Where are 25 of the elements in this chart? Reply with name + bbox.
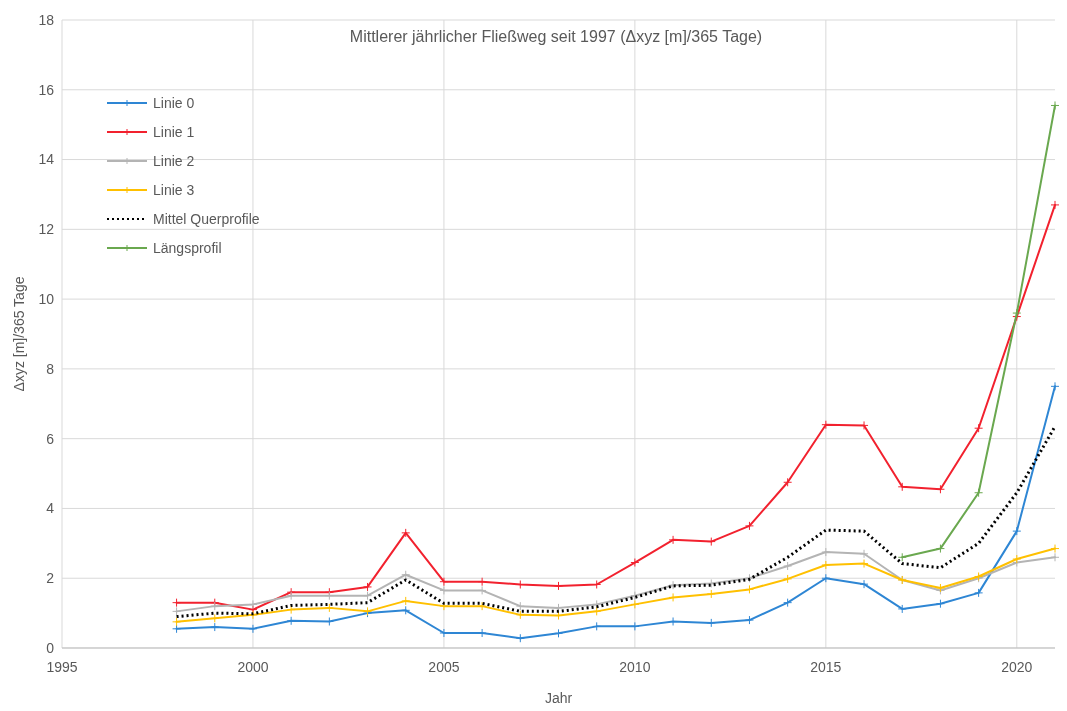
- x-tick-label: 2020: [1001, 659, 1033, 675]
- y-axis-title: Δxyz [m]/365 Tage: [11, 276, 27, 392]
- x-tick-label: 2000: [237, 659, 269, 675]
- legend-label: Mittel Querprofile: [153, 210, 260, 227]
- x-tick-label: 2010: [619, 659, 651, 675]
- y-tick-label: 4: [46, 500, 55, 517]
- legend-label: Längsprofil: [153, 239, 222, 256]
- legend-label: Linie 3: [153, 181, 195, 198]
- legend-label: Linie 0: [153, 94, 195, 111]
- y-tick-label: 8: [46, 360, 55, 377]
- x-tick-label: 2015: [810, 659, 842, 675]
- x-axis-title: Jahr: [544, 690, 573, 706]
- text: Mittlerer jährlicher Fließweg seit 1997 (Δxyz [m]/365 Tage): [349, 28, 763, 45]
- y-tick-label: 2: [46, 570, 55, 587]
- y-tick-label: 0: [46, 639, 55, 656]
- y-tick-label: 16: [38, 81, 55, 98]
- y-tick-label: 6: [46, 430, 55, 447]
- y-tick-label: 12: [38, 221, 55, 238]
- y-tick-label: 14: [38, 151, 55, 168]
- legend-label: Linie 2: [153, 152, 195, 169]
- legend-label: Linie 1: [153, 123, 195, 140]
- y-tick-label: 10: [38, 291, 55, 308]
- x-tick-label: 2005: [428, 659, 460, 675]
- x-tick-label: 1995: [46, 659, 78, 675]
- y-tick-label: 18: [38, 11, 55, 28]
